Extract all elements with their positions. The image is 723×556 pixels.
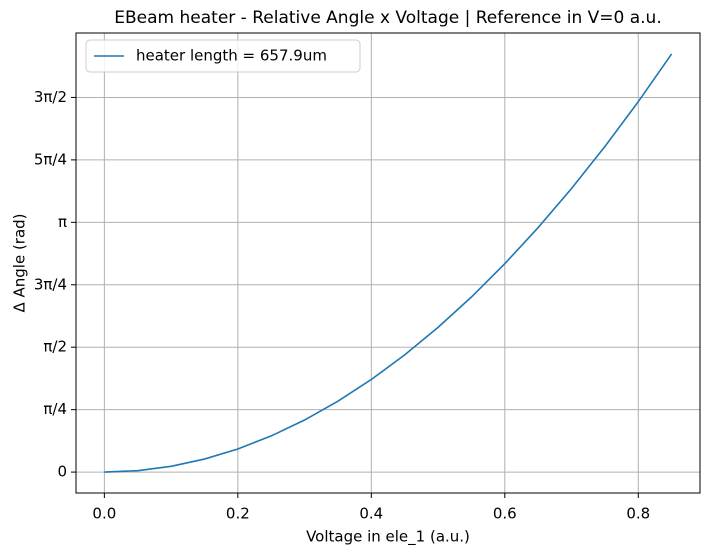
x-tick-label: 0.4 [359,505,383,523]
x-tick-label: 0.8 [626,505,650,523]
y-tick-label: 3π/2 [34,88,67,106]
x-axis-label: Voltage in ele_1 (a.u.) [306,528,470,547]
chart-title: EBeam heater - Relative Angle x Voltage … [114,8,661,28]
x-tick-label: 0.6 [493,505,517,523]
y-tick-label: π/4 [43,400,67,418]
y-axis-label: Δ Angle (rad) [11,213,29,312]
y-tick-label: 0 [57,463,67,481]
y-tick-label: π [58,213,67,231]
legend-label: heater length = 657.9um [136,47,327,65]
legend-box [85,39,361,73]
y-tick-label: 3π/4 [34,275,67,293]
x-tick-label: 0.0 [92,505,116,523]
y-tick-label: π/2 [43,338,67,356]
y-tick-label: 5π/4 [34,150,67,168]
data-line [104,53,673,473]
x-tick-label: 0.2 [226,505,250,523]
plot-frame [75,32,701,494]
